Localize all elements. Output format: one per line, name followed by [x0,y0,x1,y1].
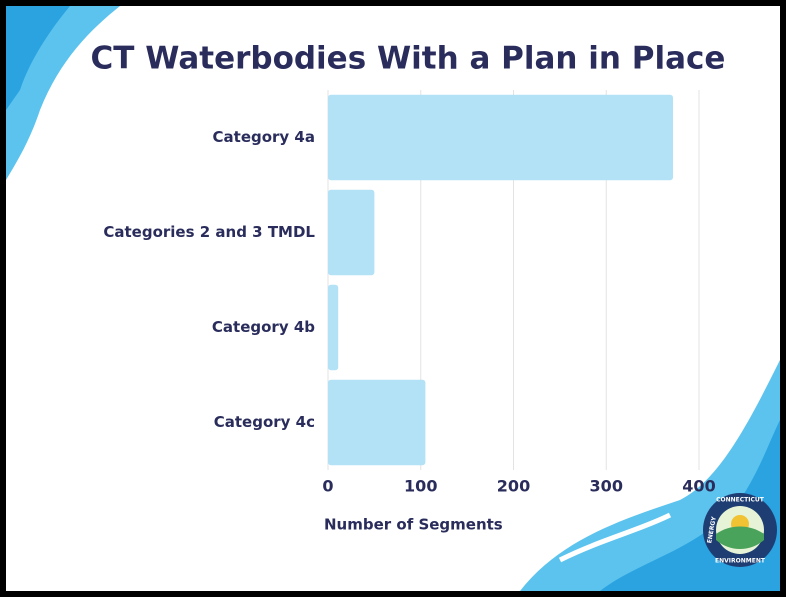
logo-text: ENVIRONMENT [715,558,766,565]
y-tick-label: Category 4b [212,318,315,336]
chart-title: CT Waterbodies With a Plan in Place [91,41,726,77]
x-tick-label: 200 [497,477,530,496]
x-tick-label: 0 [322,477,333,496]
bar [328,95,673,181]
y-tick-label: Categories 2 and 3 TMDL [103,223,315,241]
x-tick-label: 400 [682,477,715,496]
x-tick-label: 300 [590,477,623,496]
logo-text: CONNECTICUT [716,497,765,504]
bar [328,285,338,371]
bar [328,380,425,466]
y-tick-label: Category 4c [214,413,315,431]
slide: CT Waterbodies With a Plan in Place Numb… [0,0,786,597]
x-axis-label: Number of Segments [324,516,503,534]
bar [328,190,374,276]
y-tick-label: Category 4a [213,128,315,146]
x-tick-label: 100 [404,477,437,496]
logo: CONNECTICUT ENERGY ENVIRONMENT [703,493,777,567]
